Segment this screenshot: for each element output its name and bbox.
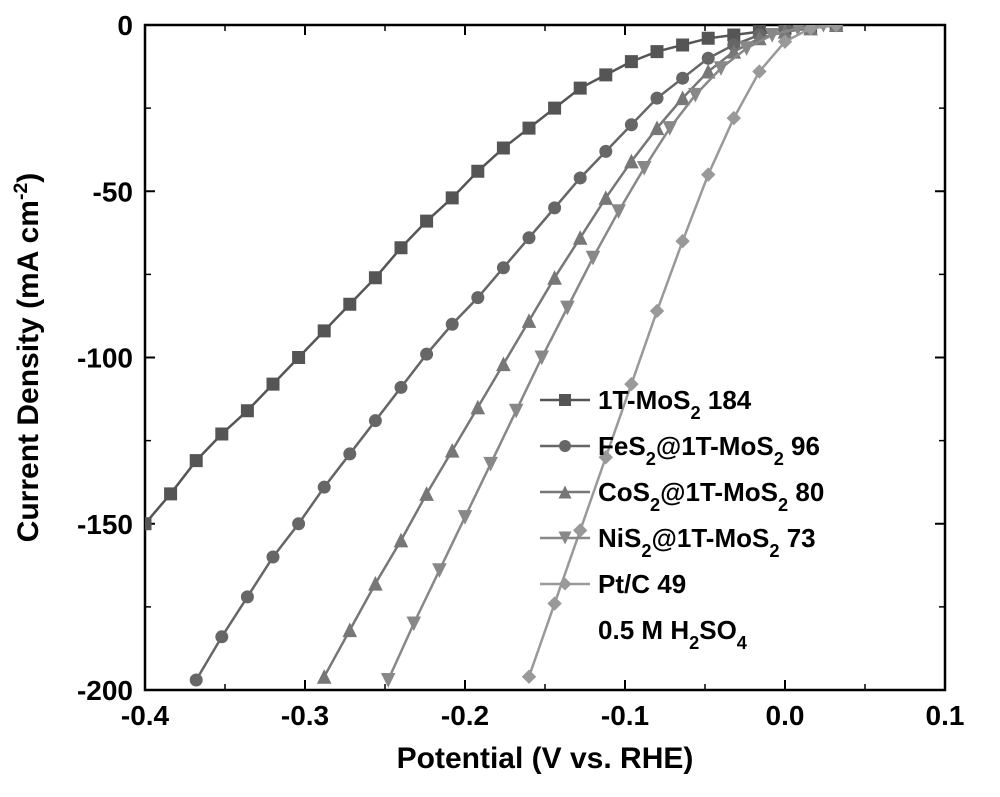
series-marker <box>510 404 523 417</box>
series-marker <box>318 481 330 493</box>
series-marker <box>446 444 459 457</box>
series-marker <box>318 325 330 337</box>
series-marker <box>702 52 714 64</box>
x-tick-label: -0.3 <box>281 700 329 731</box>
legend-label: NiS2@1T-MoS2 73 <box>598 523 816 561</box>
series-marker <box>216 631 228 643</box>
series-marker <box>293 352 305 364</box>
series-marker <box>574 82 586 94</box>
series-marker <box>459 511 472 524</box>
legend-label: CoS2@1T-MoS2 80 <box>598 477 824 515</box>
series-marker <box>395 242 407 254</box>
series-marker <box>523 670 536 683</box>
series-marker <box>190 674 202 686</box>
series-marker <box>612 205 625 218</box>
legend-marker <box>559 440 571 452</box>
x-axis-label: Potential (V vs. RHE) <box>397 742 694 775</box>
series-marker <box>497 358 510 371</box>
series-marker <box>549 102 561 114</box>
series-marker <box>677 72 689 84</box>
legend-label: 0.5 M H2SO4 <box>598 615 748 653</box>
series-marker <box>343 624 356 637</box>
series-marker <box>420 487 433 500</box>
series-marker <box>523 314 536 327</box>
x-tick-label: 0.1 <box>926 700 965 731</box>
series-marker <box>471 401 484 414</box>
series-marker <box>727 112 740 125</box>
series-marker <box>574 172 586 184</box>
series-marker <box>407 617 420 630</box>
plot-group <box>139 19 843 687</box>
series-marker <box>216 428 228 440</box>
y-tick-label: -200 <box>77 675 133 706</box>
y-tick-label: -50 <box>93 176 133 207</box>
series-marker <box>677 39 689 51</box>
series-marker <box>241 591 253 603</box>
series-marker <box>638 161 651 174</box>
y-tick-label: -100 <box>77 343 133 374</box>
series-marker <box>267 551 279 563</box>
series-marker <box>625 56 637 68</box>
legend-label: Pt/C 49 <box>598 569 686 599</box>
series-marker <box>549 202 561 214</box>
series-marker <box>190 455 202 467</box>
series-marker <box>600 145 612 157</box>
series-marker <box>702 168 715 181</box>
series-marker <box>369 272 381 284</box>
series-marker <box>651 92 663 104</box>
series-marker <box>497 142 509 154</box>
series-marker <box>382 674 395 687</box>
series-marker <box>548 597 561 610</box>
legend: 1T-MoS2 184FeS2@1T-MoS2 96CoS2@1T-MoS2 8… <box>540 385 824 653</box>
series-marker <box>600 69 612 81</box>
series-marker <box>497 262 509 274</box>
series-marker <box>535 351 548 364</box>
series-marker <box>548 271 561 284</box>
series-marker <box>663 122 676 135</box>
series-marker <box>165 488 177 500</box>
series-marker <box>395 381 407 393</box>
series-marker <box>523 232 535 244</box>
series-marker <box>421 215 433 227</box>
y-tick-label: 0 <box>117 10 133 41</box>
series-marker <box>433 564 446 577</box>
series-marker <box>318 670 331 683</box>
series-marker <box>523 122 535 134</box>
chart-container: -0.4-0.3-0.2-0.10.00.1-200-150-100-500Cu… <box>0 0 1000 797</box>
series-marker <box>702 32 714 44</box>
series-marker <box>293 518 305 530</box>
series-marker <box>484 457 497 470</box>
series-line <box>324 25 836 677</box>
series-marker <box>625 119 637 131</box>
series-marker <box>574 231 587 244</box>
series-marker <box>587 251 600 264</box>
x-tick-label: -0.1 <box>601 700 649 731</box>
y-axis-label: Current Density (mA cm-2) <box>10 173 45 543</box>
series-marker <box>421 348 433 360</box>
series-marker <box>574 524 587 537</box>
series-marker <box>561 301 574 314</box>
series-marker <box>267 378 279 390</box>
x-tick-label: 0.0 <box>766 700 805 731</box>
series-marker <box>369 415 381 427</box>
series-marker <box>651 46 663 58</box>
series-marker <box>651 304 664 317</box>
series-marker <box>241 405 253 417</box>
series-marker <box>395 534 408 547</box>
y-tick-label: -150 <box>77 509 133 540</box>
series-marker <box>446 318 458 330</box>
series-marker <box>344 448 356 460</box>
series-marker <box>139 518 151 530</box>
x-tick-label: -0.2 <box>441 700 489 731</box>
series-marker <box>676 235 689 248</box>
series-marker <box>446 192 458 204</box>
series-marker <box>369 577 382 590</box>
series-marker <box>472 292 484 304</box>
legend-marker <box>559 394 571 406</box>
series-marker <box>472 165 484 177</box>
series-marker <box>344 298 356 310</box>
chart-svg: -0.4-0.3-0.2-0.10.00.1-200-150-100-500Cu… <box>0 0 1000 797</box>
legend-label: FeS2@1T-MoS2 96 <box>598 431 820 469</box>
